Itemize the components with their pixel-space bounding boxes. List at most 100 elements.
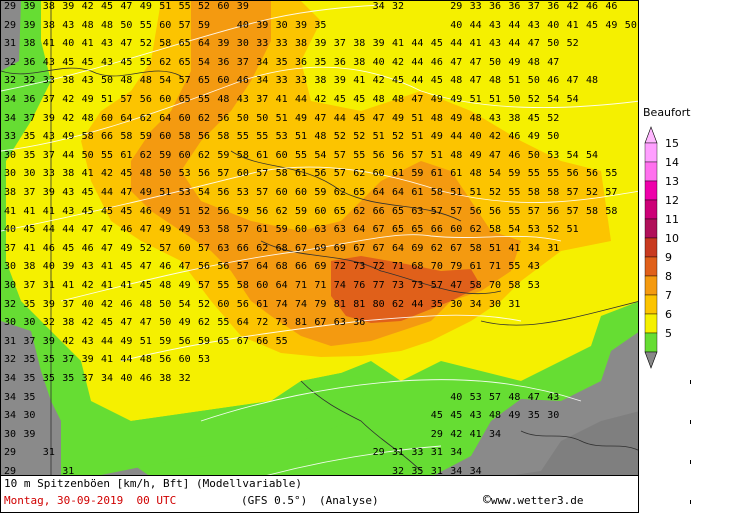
gust-value: 49 [178,224,191,236]
gust-value: 38 [62,168,75,180]
gust-value: 59 [217,149,230,161]
gust-value: 62 [256,242,269,254]
gust-value: 81 [295,317,308,329]
gust-value: 56 [139,94,152,105]
gust-value: 43 [42,56,55,68]
gust-value: 67 [450,242,463,254]
gust-value: 80 [372,298,385,310]
gust-value: 65 [178,38,191,50]
gust-value: 37 [42,94,55,105]
gust-value: 57 [333,168,346,180]
gust-value: 46 [605,1,618,12]
copyright-link[interactable]: www.wetter3.de [490,494,584,507]
copyright[interactable]: ©www.wetter3.de [483,493,584,508]
colorbar-top-arrow [644,126,658,144]
gust-value: 41 [42,38,55,50]
gust-value: 47 [120,317,133,329]
gust-value: 43 [81,261,94,273]
gust-value: 31 [4,38,17,50]
gust-value: 30 [4,149,17,161]
gust-value: 38 [353,38,366,50]
gust-value: 45 [62,56,75,68]
gust-value: 57 [527,205,540,217]
colorbar-swatch-12 [644,199,658,220]
gust-value: 48 [314,131,327,143]
gust-value: 32 [4,56,17,68]
gust-value: 45 [81,56,94,68]
gust-value: 64 [372,187,385,198]
gust-value: 42 [62,335,75,347]
gust-value: 49 [508,410,521,422]
gust-value: 56 [198,168,211,180]
gust-value: 48 [81,19,94,31]
gust-value: 49 [527,131,540,143]
gust-value: 35 [23,149,36,161]
colorbar-bottom-arrow [644,351,658,369]
gust-value: 48 [527,56,540,68]
gust-value: 41 [275,94,288,105]
gust-value: 52 [586,187,599,198]
gust-value: 39 [23,1,36,12]
gust-value: 29 [450,1,463,12]
gust-value: 62 [353,205,366,217]
colorbar-swatch-8 [644,275,658,296]
gust-value: 67 [372,224,385,236]
gust-value: 57 [256,187,269,198]
gust-value: 46 [120,298,133,310]
gust-value: 48 [489,75,502,87]
gust-value: 49 [430,94,443,105]
gust-value: 47 [120,187,133,198]
isobars [1,4,638,475]
gust-value: 46 [586,1,599,12]
gust-value: 38 [295,38,308,50]
gust-value: 43 [101,38,114,50]
gust-value: 46 [159,261,172,273]
gust-value: 41 [62,280,75,291]
gust-value: 48 [586,75,599,87]
gust-map [1,1,638,475]
gust-value: 38 [42,1,55,12]
gust-value: 61 [450,168,463,180]
gust-value: 47 [101,224,114,236]
gust-value: 40 [469,131,482,143]
gust-value: 59 [314,187,327,198]
gust-value: 36 [353,317,366,329]
gust-value: 37 [23,280,36,291]
gust-value: 73 [275,317,288,329]
gust-value: 44 [62,149,75,161]
legend-panel: 15 14 13 12 11 10 9 8 7 6 5 Beaufort [639,0,753,513]
gust-value: 42 [489,131,502,143]
gust-value: 36 [23,94,36,105]
gust-value: 56 [217,112,230,124]
gust-value: 30 [23,317,36,329]
gust-value: 29 [4,447,17,459]
gust-value: 56 [217,205,230,217]
gust-value: 48 [372,94,385,105]
gust-value: 48 [81,112,94,124]
gust-value: 56 [392,149,405,161]
gust-value: 60 [159,131,172,143]
gust-value: 58 [508,280,521,291]
gust-value: 59 [159,149,172,161]
gust-value: 60 [314,205,327,217]
gust-value: 29 [372,447,385,459]
gust-value: 59 [198,335,211,347]
gust-value: 45 [333,94,346,105]
gust-value: 56 [469,205,482,217]
gust-value: 36 [547,1,560,12]
gust-value: 42 [314,94,327,105]
gust-value: 41 [469,428,482,440]
gust-value: 57 [120,94,133,105]
gust-value: 60 [450,224,463,236]
gust-value: 62 [159,56,172,68]
gust-value: 56 [314,168,327,180]
gust-value: 34 [101,373,114,384]
gust-value: 64 [392,242,405,254]
gust-value: 44 [333,112,346,124]
gust-value: 43 [62,19,75,31]
gust-value: 64 [392,187,405,198]
gust-value: 47 [101,242,114,254]
gust-value: 32 [4,75,17,87]
gust-value: 60 [236,168,249,180]
gust-value: 49 [120,335,133,347]
